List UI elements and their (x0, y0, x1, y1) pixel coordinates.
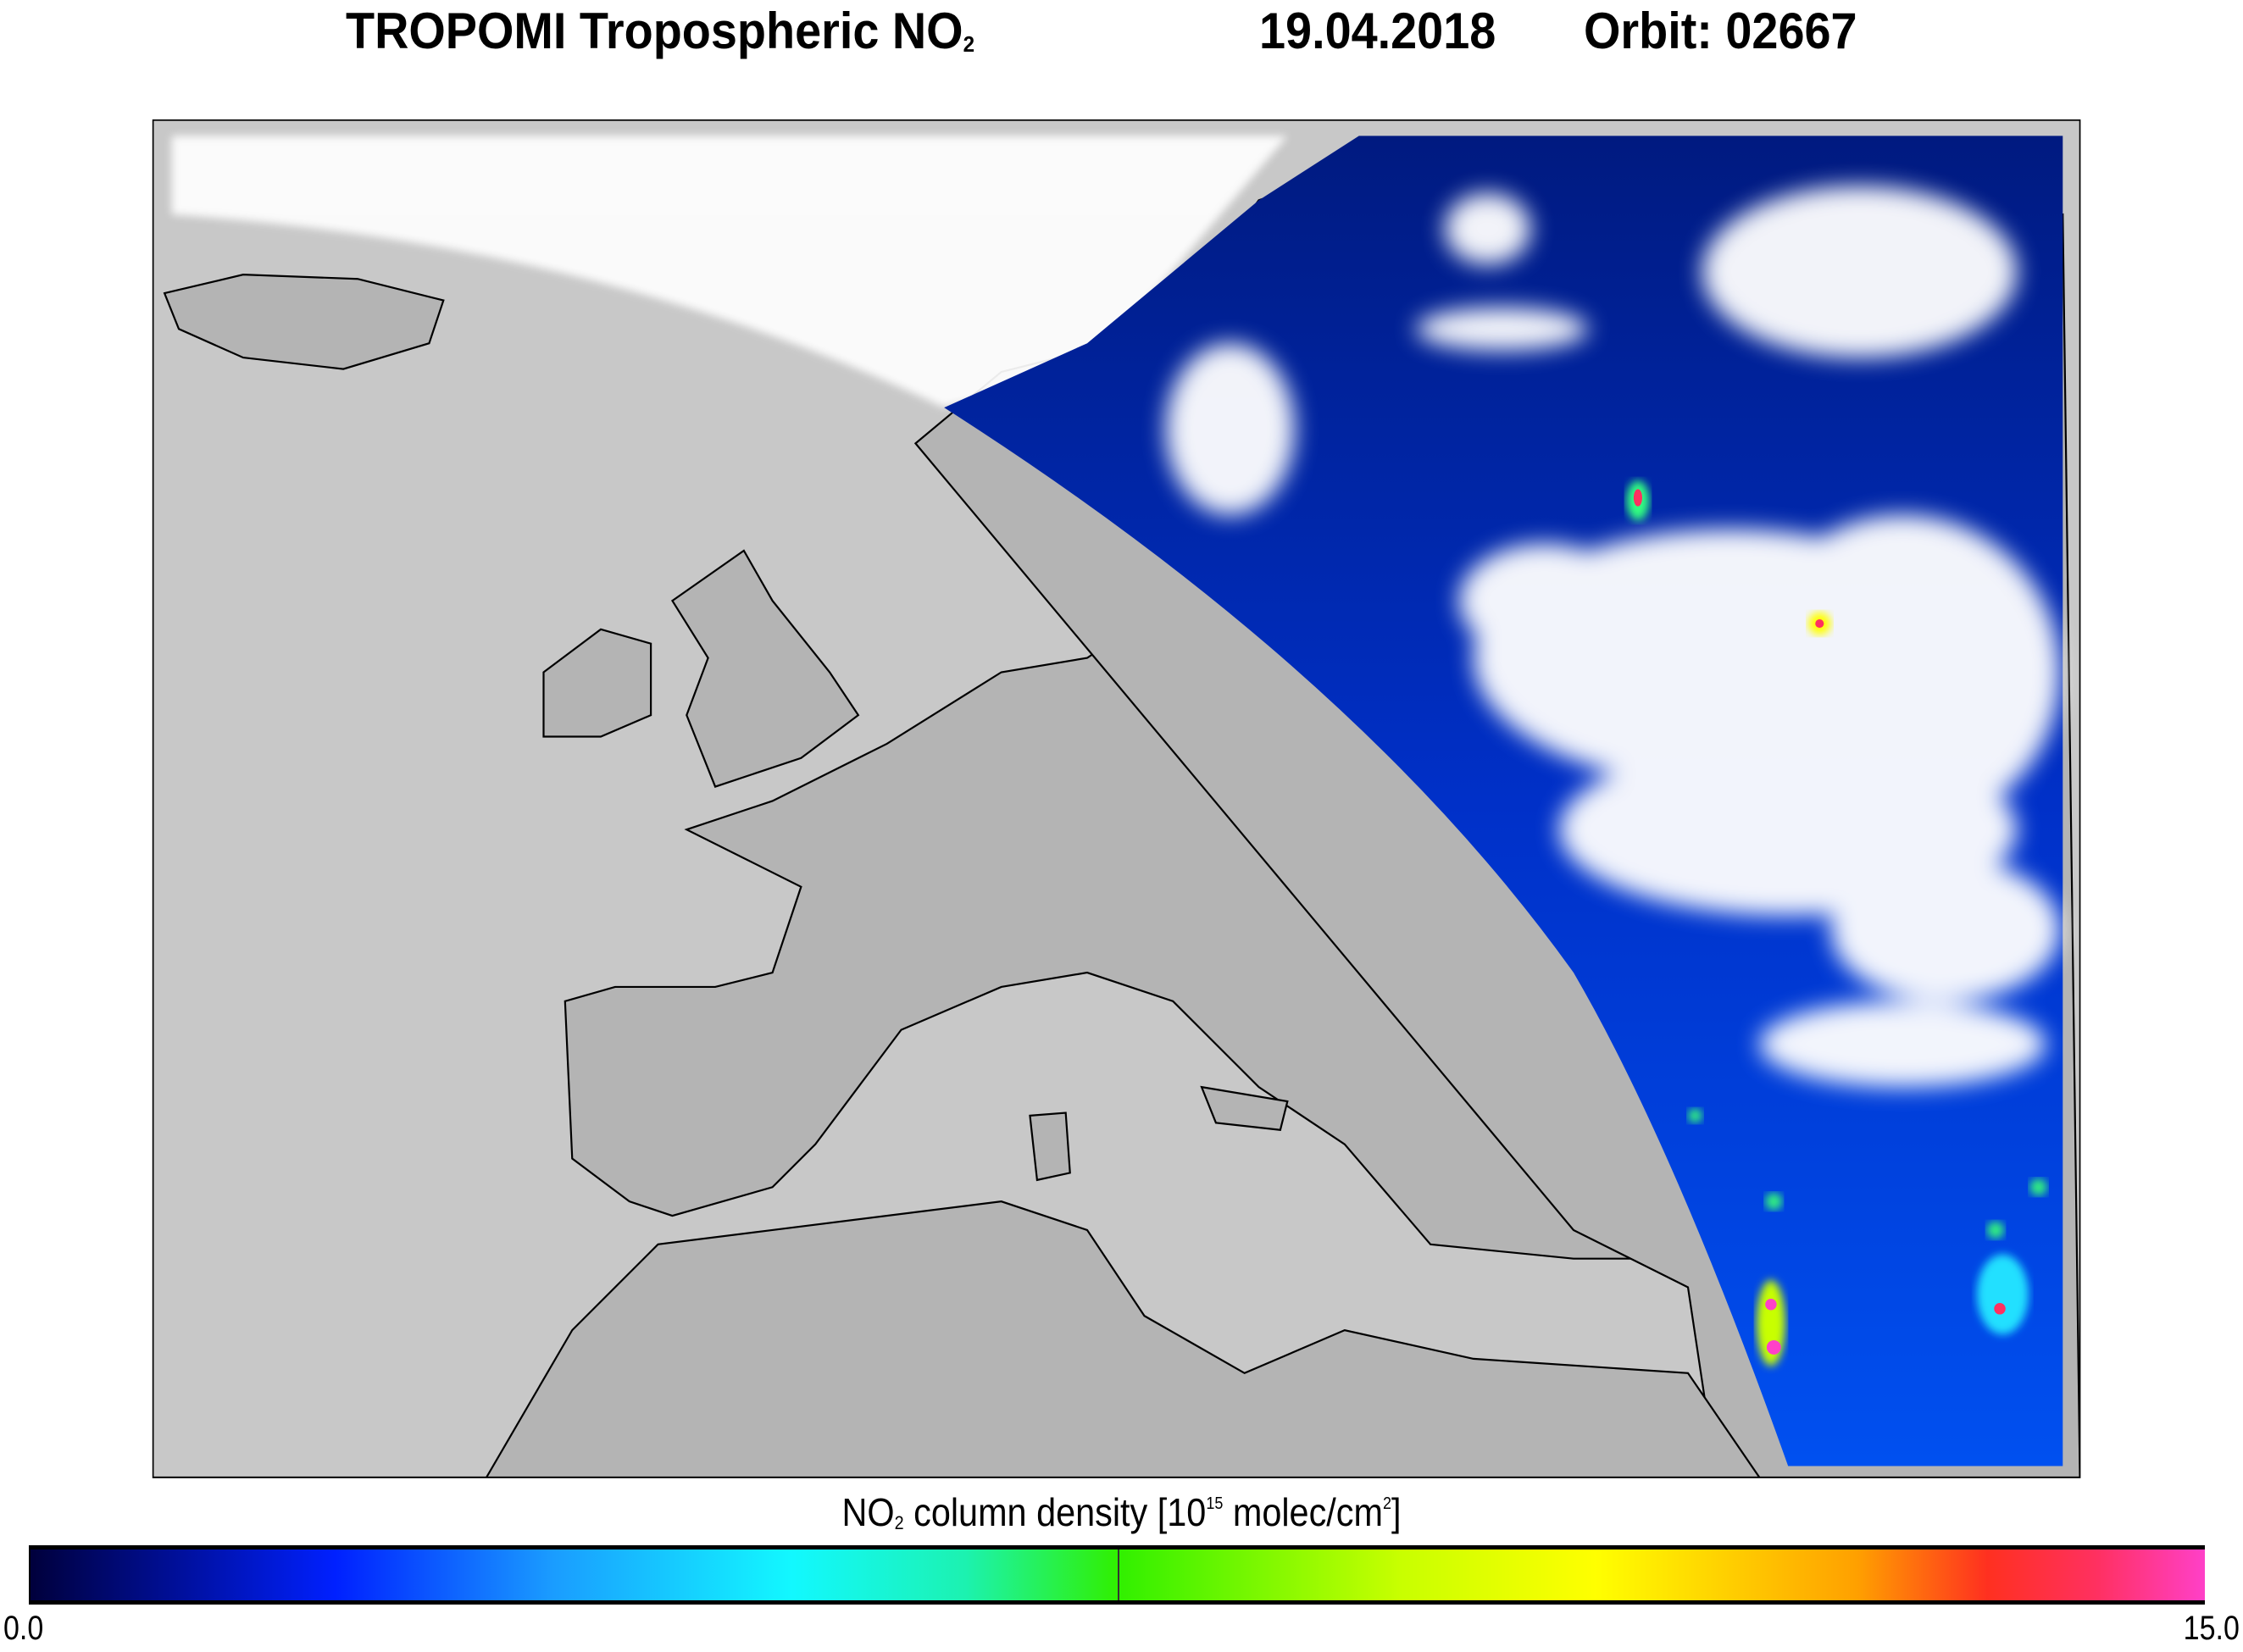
colorbar-mid-tick (1118, 1549, 1119, 1600)
map-title: TROPOMI Tropospheric NO2 (346, 3, 975, 59)
orbit-label: Orbit: 02667 (1584, 3, 1857, 59)
map-frame (152, 119, 2081, 1478)
colorbar (29, 1545, 2205, 1605)
no2-hotspots (1626, 480, 2047, 1367)
colorbar-min-label: 0.0 (3, 1610, 44, 1647)
colorbar-max-label: 15.0 (2183, 1610, 2240, 1647)
colorbar-label: NO2 column density [1015 molec/cm2] (841, 1490, 1402, 1534)
clouds (1165, 186, 2060, 1088)
cloud-band-north (171, 136, 1288, 408)
date-label: 19.04.2018 (1259, 3, 1496, 59)
